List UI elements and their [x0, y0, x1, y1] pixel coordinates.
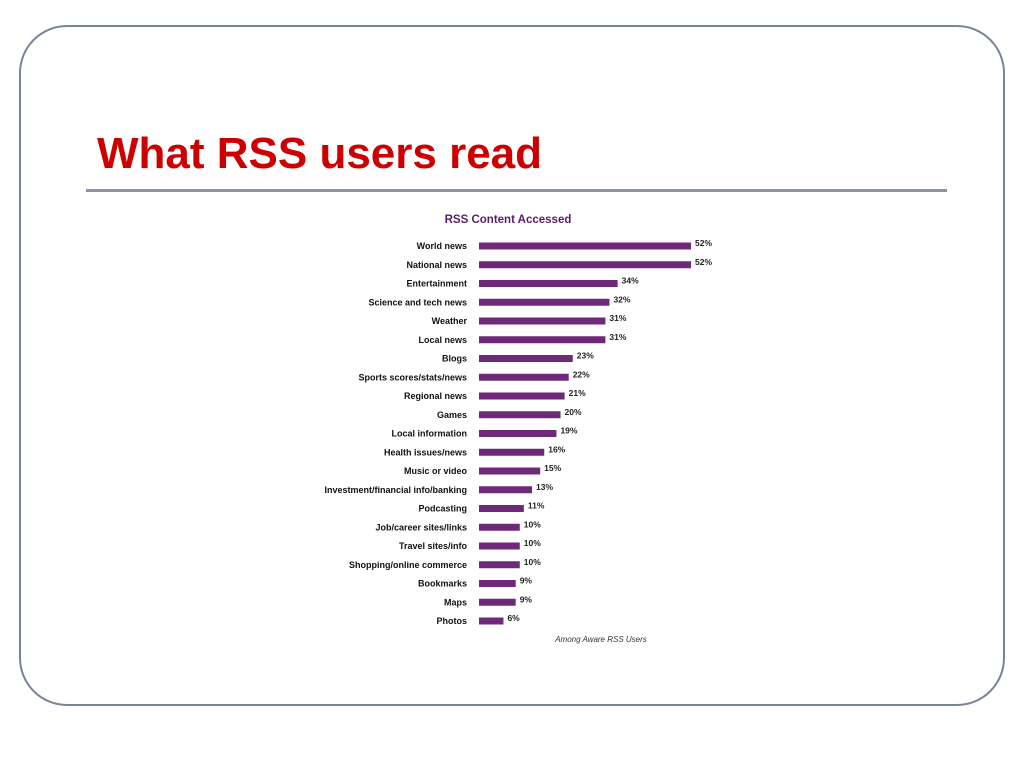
- category-label: World news: [417, 241, 467, 251]
- value-label: 34%: [622, 276, 639, 286]
- title-divider: [86, 189, 947, 192]
- bar: [479, 317, 606, 325]
- value-label: 9%: [520, 594, 533, 604]
- value-label: 10%: [524, 519, 541, 529]
- bar: [479, 448, 545, 456]
- chart-note: Among Aware RSS Users: [554, 635, 647, 644]
- value-label: 10%: [524, 557, 541, 567]
- category-label: Regional news: [404, 391, 467, 401]
- value-label: 23%: [577, 351, 594, 361]
- category-label: Travel sites/info: [399, 541, 468, 551]
- chart-title: RSS Content Accessed: [445, 214, 572, 226]
- category-label: Bookmarks: [418, 579, 467, 589]
- value-label: 9%: [520, 576, 533, 586]
- value-label: 31%: [609, 332, 626, 342]
- category-label: Music or video: [404, 466, 468, 476]
- bar: [479, 392, 565, 400]
- value-label: 20%: [565, 407, 582, 417]
- value-label: 11%: [528, 501, 545, 511]
- bar: [479, 242, 691, 250]
- value-label: 32%: [613, 294, 630, 304]
- bar: [479, 542, 520, 550]
- bar: [479, 411, 561, 419]
- category-label: Photos: [437, 616, 468, 626]
- category-label: Blogs: [442, 354, 467, 364]
- bar: [479, 298, 610, 306]
- category-label: Podcasting: [418, 504, 467, 514]
- category-label: Health issues/news: [384, 447, 467, 457]
- category-label: Weather: [432, 316, 468, 326]
- bar: [479, 280, 618, 287]
- bar: [479, 355, 573, 362]
- category-label: Entertainment: [406, 279, 467, 289]
- bars-group: World news 52% National news 52% Entertainme…: [324, 238, 712, 626]
- value-label: 15%: [544, 463, 561, 473]
- value-label: 22%: [573, 369, 590, 379]
- bar: [479, 467, 541, 475]
- slide-frame: [19, 25, 1005, 706]
- value-label: 52%: [695, 238, 712, 248]
- category-label: Sports scores/stats/news: [358, 372, 467, 382]
- bar: [479, 617, 504, 625]
- value-label: 21%: [569, 388, 586, 398]
- value-label: 52%: [695, 257, 712, 267]
- bar: [479, 430, 557, 437]
- category-label: Maps: [444, 597, 467, 607]
- category-label: Shopping/online commerce: [349, 560, 467, 570]
- category-label: Games: [437, 410, 467, 420]
- bar: [479, 523, 520, 531]
- category-label: National news: [406, 260, 467, 270]
- value-label: 13%: [536, 482, 553, 492]
- category-label: Science and tech news: [368, 297, 467, 307]
- bar: [479, 261, 691, 269]
- value-label: 6%: [507, 613, 520, 623]
- bar: [479, 486, 532, 494]
- value-label: 16%: [548, 444, 565, 454]
- value-label: 19%: [560, 426, 577, 436]
- bar: [479, 373, 569, 381]
- value-label: 10%: [524, 538, 541, 548]
- value-label: 31%: [609, 313, 626, 323]
- slide-title: What RSS users read: [97, 129, 543, 178]
- bar: [479, 505, 524, 512]
- category-label: Investment/financial info/banking: [324, 485, 467, 495]
- bar: [479, 580, 516, 587]
- category-label: Local news: [418, 335, 467, 345]
- category-label: Job/career sites/links: [375, 522, 467, 532]
- category-label: Local information: [391, 429, 467, 439]
- bar: [479, 561, 520, 569]
- bar: [479, 336, 606, 344]
- bar: [479, 598, 516, 606]
